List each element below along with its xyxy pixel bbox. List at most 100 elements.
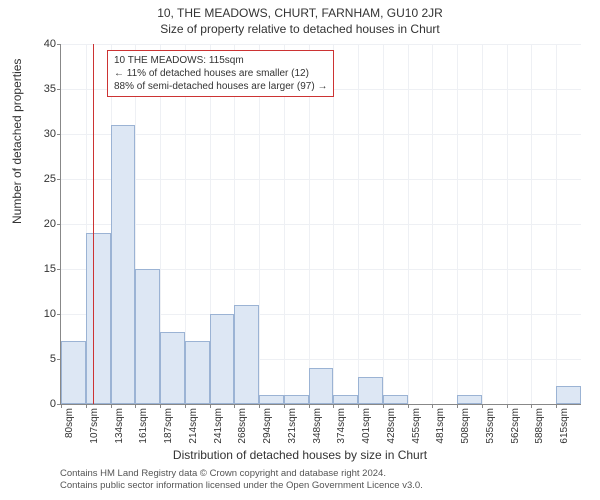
annotation-box: 10 THE MEADOWS: 115sqm← 11% of detached …	[107, 50, 334, 97]
xtick-label: 615sqm	[559, 408, 570, 444]
xtick-mark	[507, 404, 508, 408]
annotation-line3: 88% of semi-detached houses are larger (…	[114, 80, 327, 93]
gridline-h	[61, 224, 581, 225]
xtick-mark	[457, 404, 458, 408]
ytick-label: 30	[26, 128, 56, 140]
ytick-label: 40	[26, 38, 56, 50]
histogram-bar	[309, 368, 334, 404]
xtick-mark	[111, 404, 112, 408]
xtick-mark	[259, 404, 260, 408]
xtick-mark	[383, 404, 384, 408]
x-axis-label: Distribution of detached houses by size …	[0, 448, 600, 462]
xtick-mark	[408, 404, 409, 408]
histogram-bar	[383, 395, 408, 404]
xtick-mark	[531, 404, 532, 408]
xtick-mark	[556, 404, 557, 408]
histogram-bar	[284, 395, 309, 404]
xtick-label: 134sqm	[114, 408, 125, 444]
gridline-v	[284, 44, 285, 404]
xtick-mark	[185, 404, 186, 408]
gridline-h	[61, 44, 581, 45]
histogram-bar	[234, 305, 259, 404]
ytick-mark	[57, 224, 61, 225]
page-subtitle: Size of property relative to detached ho…	[0, 20, 600, 40]
ytick-mark	[57, 269, 61, 270]
xtick-mark	[160, 404, 161, 408]
gridline-v	[358, 44, 359, 404]
chart-area: 80sqm107sqm134sqm161sqm187sqm214sqm241sq…	[60, 44, 580, 404]
xtick-label: 268sqm	[237, 408, 248, 444]
marker-line	[93, 44, 94, 404]
xtick-mark	[61, 404, 62, 408]
attribution-line1: Contains HM Land Registry data © Crown c…	[60, 468, 423, 480]
xtick-label: 107sqm	[89, 408, 100, 444]
histogram-bar	[333, 395, 358, 404]
xtick-label: 80sqm	[64, 408, 75, 438]
ytick-label: 10	[26, 308, 56, 320]
xtick-mark	[86, 404, 87, 408]
xtick-mark	[135, 404, 136, 408]
attribution: Contains HM Land Registry data © Crown c…	[60, 468, 423, 493]
histogram-bar	[259, 395, 284, 404]
xtick-mark	[210, 404, 211, 408]
gridline-v	[457, 44, 458, 404]
histogram-bar	[358, 377, 383, 404]
xtick-label: 241sqm	[213, 408, 224, 444]
histogram-bar	[111, 125, 136, 404]
xtick-mark	[358, 404, 359, 408]
gridline-v	[556, 44, 557, 404]
ytick-mark	[57, 314, 61, 315]
y-axis-label: Number of detached properties	[10, 59, 24, 224]
xtick-label: 508sqm	[460, 408, 471, 444]
gridline-v	[333, 44, 334, 404]
histogram-bar	[86, 233, 111, 404]
xtick-label: 161sqm	[138, 408, 149, 444]
ytick-mark	[57, 134, 61, 135]
gridline-v	[309, 44, 310, 404]
ytick-label: 0	[26, 398, 56, 410]
xtick-mark	[234, 404, 235, 408]
xtick-label: 348sqm	[312, 408, 323, 444]
gridline-v	[531, 44, 532, 404]
histogram-bar	[457, 395, 482, 404]
gridline-v	[383, 44, 384, 404]
page-title: 10, THE MEADOWS, CHURT, FARNHAM, GU10 2J…	[0, 0, 600, 20]
annotation-line1: 10 THE MEADOWS: 115sqm	[114, 54, 327, 67]
ytick-mark	[57, 179, 61, 180]
gridline-v	[482, 44, 483, 404]
xtick-label: 562sqm	[510, 408, 521, 444]
ytick-mark	[57, 89, 61, 90]
histogram-bar	[135, 269, 160, 404]
xtick-mark	[309, 404, 310, 408]
xtick-label: 535sqm	[485, 408, 496, 444]
histogram-bar	[160, 332, 185, 404]
ytick-label: 20	[26, 218, 56, 230]
xtick-mark	[284, 404, 285, 408]
ytick-mark	[57, 44, 61, 45]
histogram-bar	[556, 386, 581, 404]
histogram-bar	[61, 341, 86, 404]
xtick-label: 321sqm	[287, 408, 298, 444]
xtick-label: 294sqm	[262, 408, 273, 444]
histogram-bar	[210, 314, 235, 404]
xtick-label: 588sqm	[534, 408, 545, 444]
annotation-line2: ← 11% of detached houses are smaller (12…	[114, 67, 327, 80]
gridline-v	[259, 44, 260, 404]
xtick-mark	[333, 404, 334, 408]
xtick-label: 481sqm	[435, 408, 446, 444]
xtick-label: 187sqm	[163, 408, 174, 444]
xtick-label: 401sqm	[361, 408, 372, 444]
plot-region: 80sqm107sqm134sqm161sqm187sqm214sqm241sq…	[60, 44, 581, 405]
xtick-label: 214sqm	[188, 408, 199, 444]
histogram-bar	[185, 341, 210, 404]
gridline-h	[61, 134, 581, 135]
xtick-label: 455sqm	[411, 408, 422, 444]
xtick-mark	[432, 404, 433, 408]
xtick-label: 428sqm	[386, 408, 397, 444]
gridline-v	[507, 44, 508, 404]
gridline-h	[61, 179, 581, 180]
gridline-v	[432, 44, 433, 404]
ytick-label: 5	[26, 353, 56, 365]
ytick-label: 35	[26, 83, 56, 95]
xtick-label: 374sqm	[336, 408, 347, 444]
